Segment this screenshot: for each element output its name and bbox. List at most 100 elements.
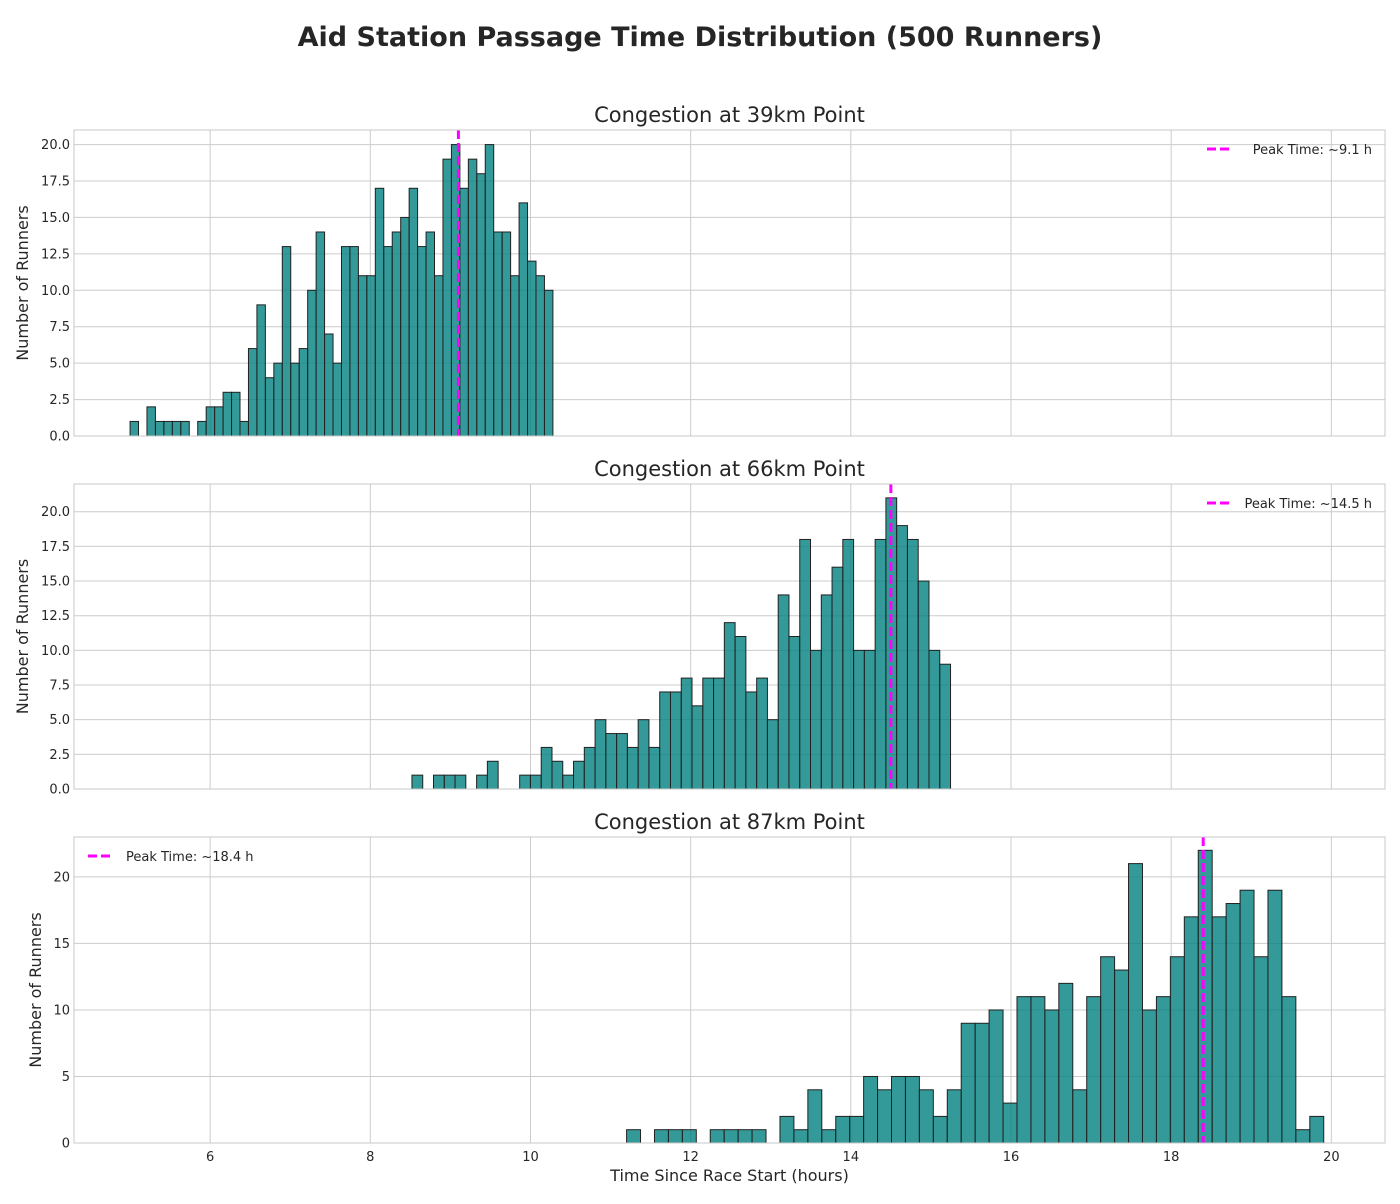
x-tick-label: 14 <box>843 1150 860 1165</box>
histogram-bar <box>713 677 725 790</box>
y-tick-label: 17.5 <box>41 175 70 190</box>
x-tick-label: 8 <box>366 1150 374 1165</box>
histogram-bar <box>454 774 467 790</box>
histogram-bar <box>281 246 292 437</box>
histogram-bar <box>974 1022 990 1144</box>
histogram-bar <box>810 649 822 790</box>
histogram-bar <box>340 246 351 437</box>
panel-3: Congestion at 87km Point 0 5 10 15 20 Number o… <box>26 810 1386 1165</box>
histogram-bar <box>501 231 512 437</box>
histogram-bar <box>443 774 456 790</box>
y-tick-label: 5.0 <box>49 713 70 728</box>
histogram-bar <box>442 158 452 437</box>
panel-title: Congestion at 87km Point <box>594 810 865 834</box>
histogram-bar <box>535 275 545 437</box>
histogram-bar <box>540 746 553 790</box>
histogram-bar <box>290 362 300 437</box>
panel-2: Congestion at 66km Point 0.0 2.5 5.0 7.5 10.0… <box>13 457 1386 798</box>
histogram-bar <box>146 406 156 437</box>
x-tick-label: 12 <box>682 1150 699 1165</box>
histogram-bar <box>154 420 165 437</box>
histogram-bar <box>842 538 855 790</box>
y-tick-label: 0.0 <box>49 783 70 798</box>
x-tick-label: 10 <box>522 1150 539 1165</box>
legend: Peak Time: ~14.5 h <box>1207 497 1372 512</box>
histogram-bar <box>1169 956 1185 1144</box>
histogram-bar <box>1225 903 1241 1144</box>
histogram-bar <box>1197 849 1213 1144</box>
plot-frame <box>73 129 1386 437</box>
y-tick-label: 12.5 <box>41 247 70 262</box>
plot-frame <box>73 836 1386 1144</box>
y-tick-label: 20 <box>53 870 70 885</box>
histogram-bar <box>1155 996 1171 1144</box>
histogram-bar <box>1183 916 1199 1144</box>
histogram-bar <box>510 275 520 437</box>
histogram-bar <box>917 580 930 790</box>
panel-title: Congestion at 66km Point <box>594 457 865 481</box>
histogram-bar <box>163 420 173 437</box>
histogram-bar <box>231 391 241 437</box>
histogram-bar <box>573 760 585 790</box>
histogram-bar <box>932 1115 948 1144</box>
y-tick-label: 2.5 <box>49 748 70 763</box>
histogram-bar <box>519 774 531 790</box>
y-tick-label: 15 <box>53 937 70 952</box>
y-tick-label: 17.5 <box>41 540 70 555</box>
histogram-bar <box>831 566 844 790</box>
histogram-bar <box>896 525 908 790</box>
histogram-bar <box>904 1075 920 1144</box>
histogram-bar <box>264 377 275 437</box>
histogram-bar <box>129 420 140 437</box>
histogram-bar <box>939 663 952 790</box>
histogram-bar <box>357 275 368 437</box>
histogram-bar <box>605 733 618 790</box>
histogram-bar <box>529 774 542 790</box>
histogram-bar <box>1267 889 1283 1144</box>
histogram-bar <box>751 1129 767 1144</box>
histogram-bar <box>459 187 469 437</box>
histogram-bar <box>315 231 326 437</box>
legend-label: Peak Time: ~14.5 h <box>1244 497 1372 512</box>
y-tick-label: 10.0 <box>41 644 70 659</box>
histogram-bar <box>433 774 445 790</box>
histogram-bar <box>366 275 376 437</box>
histogram-bar <box>425 231 436 437</box>
histogram-bar <box>324 333 334 437</box>
histogram-bar <box>946 1089 962 1144</box>
histogram-bar <box>799 538 812 790</box>
legend-label: Peak Time: ~9.1 h <box>1253 143 1372 158</box>
histogram-bar <box>391 231 402 437</box>
histogram-bar <box>918 1089 934 1144</box>
histogram-bar <box>180 420 190 437</box>
histogram-bar <box>205 406 216 437</box>
histogram-bar <box>256 304 266 437</box>
histogram-bar <box>653 1129 669 1144</box>
histogram-bar <box>247 348 258 437</box>
histogram-bar <box>637 719 650 790</box>
y-tick-label: 15.0 <box>41 211 70 226</box>
histogram-bar <box>551 760 564 790</box>
histogram-bar <box>273 362 283 437</box>
histogram-bar <box>476 173 486 437</box>
histogram-bar <box>960 1022 976 1144</box>
histogram-bar <box>1086 996 1102 1144</box>
histogram-bar <box>1100 956 1116 1144</box>
histogram-bar <box>691 705 704 790</box>
histogram-bar <box>374 187 385 437</box>
histogram-bar <box>1239 889 1255 1144</box>
histogram-bar <box>434 275 444 437</box>
plot-frame <box>73 483 1386 790</box>
histogram-bar <box>849 1115 865 1144</box>
histogram-bar <box>408 187 419 437</box>
histogram-bar <box>239 420 249 437</box>
legend: Peak Time: ~9.1 h <box>1207 143 1372 158</box>
y-tick-label: 12.5 <box>41 609 70 624</box>
y-tick-label: 7.5 <box>49 679 70 694</box>
histogram-bar <box>583 746 596 790</box>
histogram-bar <box>807 1089 823 1144</box>
histogram-bar <box>626 1129 642 1144</box>
histogram-bar <box>1128 863 1143 1144</box>
chart-title: Aid Station Passage Time Distribution (5… <box>298 22 1103 53</box>
